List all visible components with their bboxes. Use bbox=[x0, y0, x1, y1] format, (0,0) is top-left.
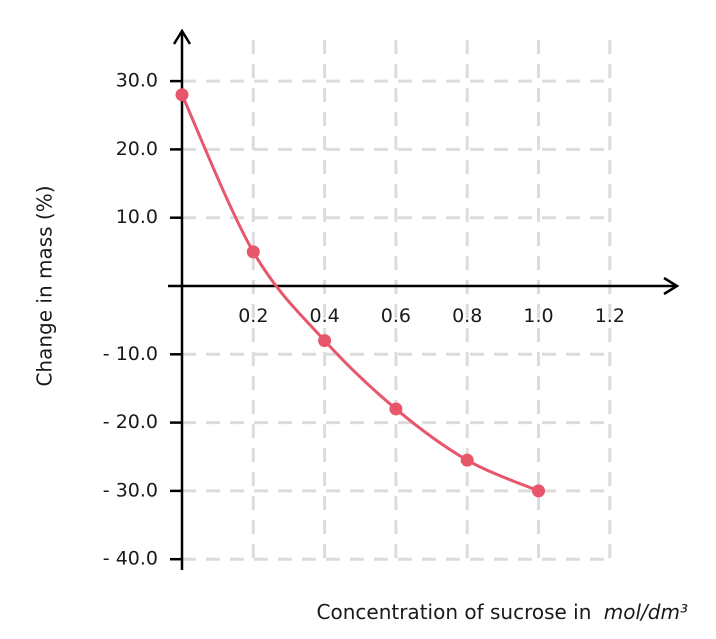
y-axis-arrow bbox=[172, 28, 192, 45]
data-point-3 bbox=[389, 402, 403, 416]
ticks: 30.0 20.0 10.0 - 10.0 - 20.0 - 30.0 - 40.0 0.2 0… bbox=[103, 70, 625, 570]
x-axis-title-unit: mol/dm³ bbox=[604, 600, 688, 624]
data-point-0 bbox=[175, 88, 189, 102]
data-point-1 bbox=[246, 245, 260, 259]
y-tick-label-4: - 20.0 bbox=[103, 411, 158, 433]
y-tick-label-1: 20.0 bbox=[116, 138, 158, 160]
data-point-5 bbox=[532, 484, 545, 498]
x-tick-label-2: 0.6 bbox=[381, 305, 411, 327]
x-axis-arrow bbox=[663, 276, 680, 296]
y-tick-label-2: 10.0 bbox=[116, 206, 158, 228]
x-axis-title-text: Concentration of sucrose in bbox=[317, 600, 592, 624]
y-tick-label-3: - 10.0 bbox=[103, 343, 158, 365]
data-point-2 bbox=[318, 334, 332, 348]
y-tick-label-5: - 30.0 bbox=[103, 479, 158, 501]
x-tick-label-0: 0.2 bbox=[238, 305, 268, 327]
series bbox=[175, 88, 545, 498]
series-line-0 bbox=[180, 94, 540, 493]
y-tick-label-6: - 40.0 bbox=[103, 548, 158, 570]
x-tick-label-1: 0.4 bbox=[309, 305, 339, 327]
y-axis-title: Change in mass (%) bbox=[33, 185, 57, 386]
x-tick-label-4: 1.0 bbox=[523, 305, 553, 327]
y-tick-label-0: 30.0 bbox=[116, 70, 158, 92]
x-axis-title: Concentration of sucrose in mol/dm³ bbox=[317, 600, 688, 624]
x-tick-label-3: 0.8 bbox=[452, 305, 482, 327]
grid bbox=[182, 40, 612, 568]
axes bbox=[168, 28, 680, 570]
data-point-4 bbox=[460, 453, 474, 467]
x-tick-label-5: 1.2 bbox=[595, 305, 625, 327]
